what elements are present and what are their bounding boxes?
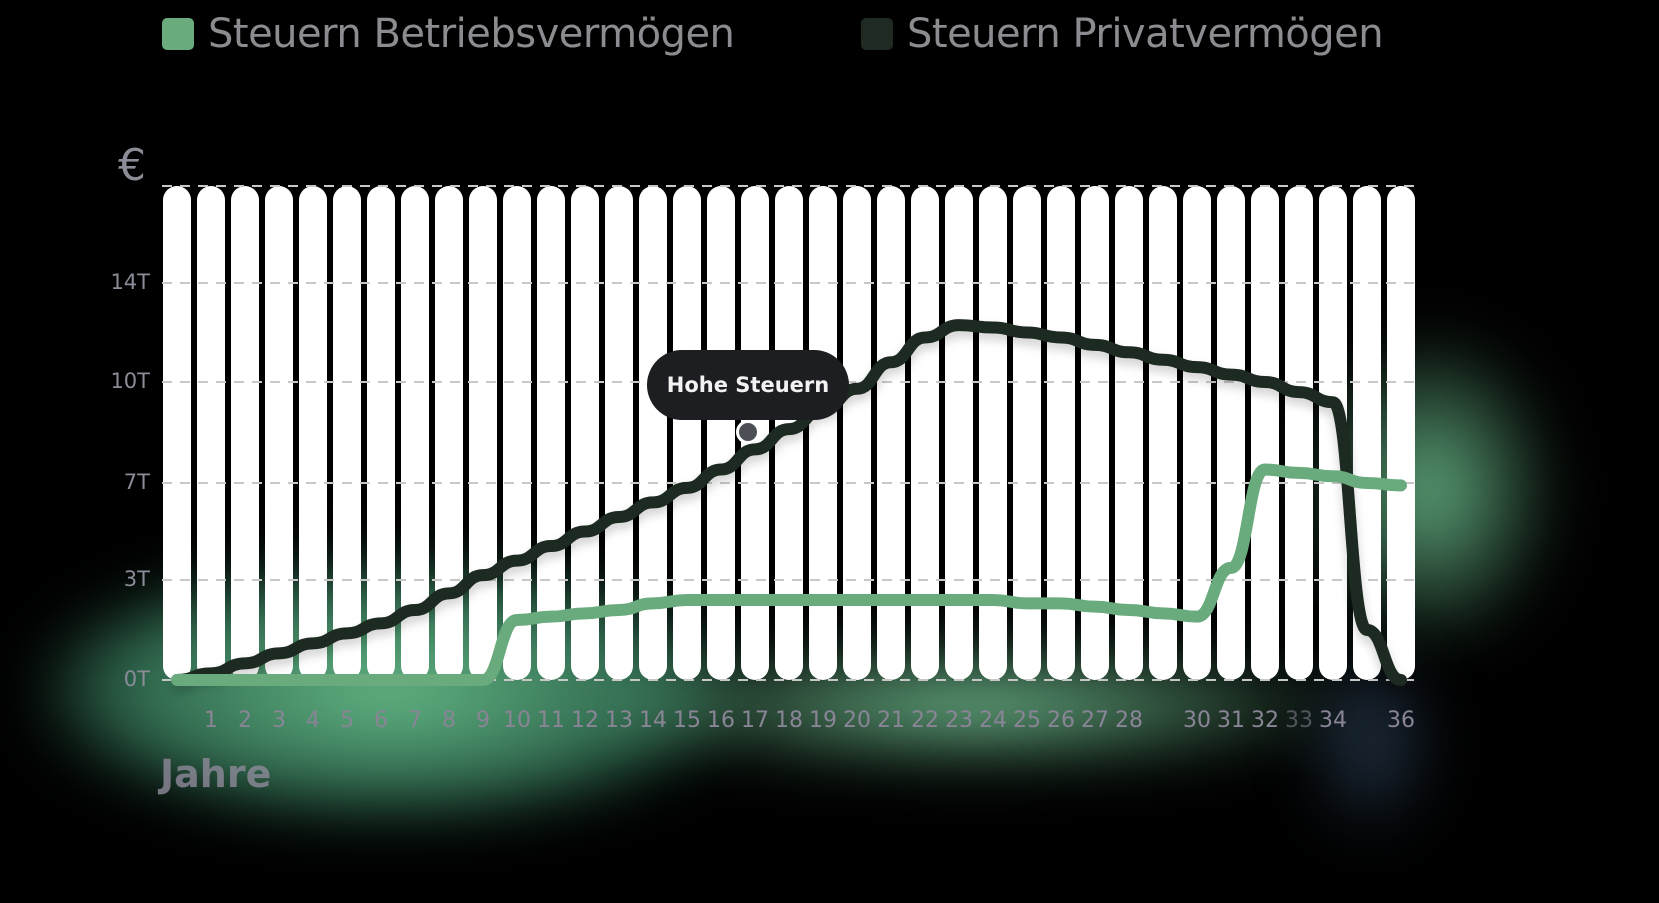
x-tick: 10 — [503, 708, 531, 733]
y-tick-3t: 3T — [123, 567, 150, 591]
x-tick: 8 — [442, 708, 456, 733]
column-bar[interactable] — [809, 186, 837, 680]
x-tick: 15 — [673, 708, 701, 733]
column-bar[interactable] — [979, 186, 1007, 680]
column-bar[interactable] — [469, 186, 497, 680]
column-bar[interactable] — [231, 186, 259, 680]
column-bar[interactable] — [299, 186, 327, 680]
column-bar[interactable] — [1081, 186, 1109, 680]
column-bar[interactable] — [1217, 186, 1245, 680]
tooltip-label: Hohe Steuern — [666, 373, 830, 397]
column-bar[interactable] — [571, 186, 599, 680]
column-bar[interactable] — [945, 186, 973, 680]
column-bar[interactable] — [503, 186, 531, 680]
x-tick: 12 — [571, 708, 599, 733]
line-betriebsvermoegen — [171, 463, 1407, 686]
grid-lines — [162, 185, 1418, 681]
x-tick: 14 — [639, 708, 667, 733]
legend-swatch-dark — [861, 18, 893, 50]
x-tick: 4 — [306, 708, 320, 733]
column-bar[interactable] — [605, 186, 633, 680]
y-axis-unit: € — [118, 140, 146, 191]
x-tick: 21 — [877, 708, 905, 733]
column-bar[interactable] — [1353, 186, 1381, 680]
x-tick: 6 — [374, 708, 388, 733]
column-bar[interactable] — [1285, 186, 1313, 680]
legend-swatch-green — [162, 18, 194, 50]
x-tick: 5 — [340, 708, 354, 733]
column-bar[interactable] — [197, 186, 225, 680]
x-tick: 22 — [911, 708, 939, 733]
column-bar[interactable] — [367, 186, 395, 680]
legend-item-betriebsvermoegen[interactable]: Steuern Betriebsvermögen — [162, 6, 735, 62]
x-tick: 30 — [1183, 708, 1211, 733]
column-bar[interactable] — [673, 186, 701, 680]
x-tick: 26 — [1047, 708, 1075, 733]
x-tick: 13 — [605, 708, 633, 733]
x-tick: 17 — [741, 708, 769, 733]
x-tick: 2 — [238, 708, 252, 733]
column-bar[interactable] — [401, 186, 429, 680]
x-tick: 23 — [945, 708, 973, 733]
column-bar[interactable] — [163, 186, 191, 680]
column-bar[interactable] — [435, 186, 463, 680]
legend-label: Steuern Privatvermögen — [907, 11, 1384, 57]
x-tick: 25 — [1013, 708, 1041, 733]
x-tick: 18 — [775, 708, 803, 733]
column-bar[interactable] — [1115, 186, 1143, 680]
column-bar[interactable] — [639, 186, 667, 680]
tooltip-hohe-steuern: Hohe Steuern — [647, 350, 849, 420]
x-tick: 19 — [809, 708, 837, 733]
x-tick: 27 — [1081, 708, 1109, 733]
x-tick: 7 — [408, 708, 422, 733]
x-tick: 33 — [1285, 708, 1313, 733]
y-tick-0t: 0T — [123, 667, 150, 691]
column-bar[interactable] — [1149, 186, 1177, 680]
legend-label: Steuern Betriebsvermögen — [208, 11, 735, 57]
y-tick-14t: 14T — [110, 270, 150, 294]
x-tick: 24 — [979, 708, 1007, 733]
legend-item-privatvermoegen[interactable]: Steuern Privatvermögen — [861, 6, 1384, 62]
x-tick: 3 — [272, 708, 286, 733]
x-tick: 32 — [1251, 708, 1279, 733]
chart-legend: Steuern Betriebsvermögen Steuern Privatv… — [0, 6, 1659, 62]
column-bar[interactable] — [1319, 186, 1347, 680]
column-bar[interactable] — [1387, 186, 1415, 680]
column-bar[interactable] — [1013, 186, 1041, 680]
column-bar[interactable] — [1047, 186, 1075, 680]
x-tick: 16 — [707, 708, 735, 733]
x-tick: 1 — [204, 708, 218, 733]
column-bar[interactable] — [707, 186, 735, 680]
column-bar[interactable] — [877, 186, 905, 680]
column-bar[interactable] — [537, 186, 565, 680]
y-tick-7t: 7T — [123, 470, 150, 494]
x-tick: 31 — [1217, 708, 1245, 733]
x-axis-title: Jahre — [160, 752, 272, 796]
column-bar[interactable] — [265, 186, 293, 680]
column-bar[interactable] — [333, 186, 361, 680]
x-tick: 28 — [1115, 708, 1143, 733]
column-bar[interactable] — [1183, 186, 1211, 680]
column-bar[interactable] — [1251, 186, 1279, 680]
x-tick: 9 — [476, 708, 490, 733]
x-tick: 20 — [843, 708, 871, 733]
x-tick: 34 — [1319, 708, 1347, 733]
column-bar[interactable] — [911, 186, 939, 680]
x-tick: 36 — [1387, 708, 1415, 733]
y-tick-10t: 10T — [110, 369, 150, 393]
x-tick: 11 — [537, 708, 565, 733]
column-bar[interactable] — [843, 186, 871, 680]
data-point-marker[interactable] — [736, 420, 760, 444]
